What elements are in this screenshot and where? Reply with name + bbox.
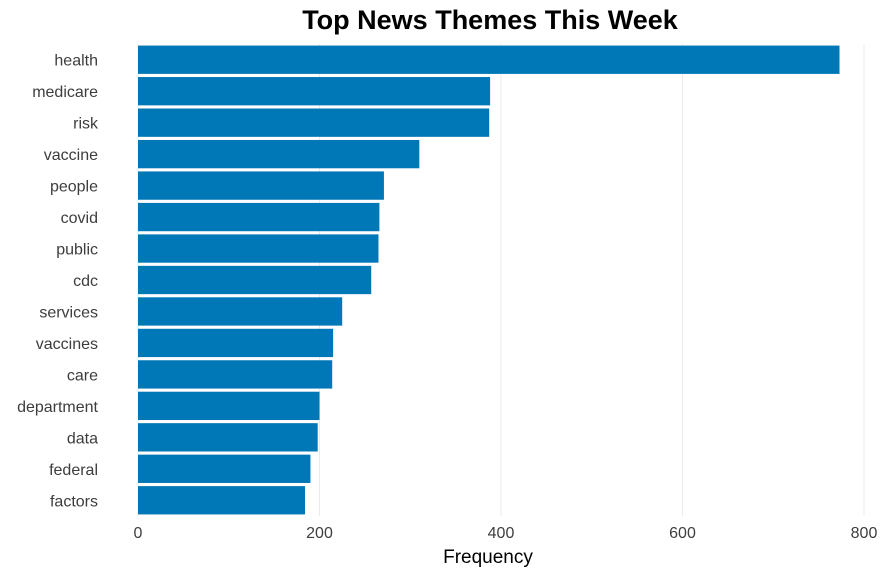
x-tick-label: 800 <box>851 525 878 542</box>
x-tick-label: 200 <box>306 525 333 542</box>
bar-care <box>138 360 333 389</box>
bar-health <box>138 45 840 74</box>
category-label-vaccine: vaccine <box>44 147 98 164</box>
x-tick-label: 400 <box>488 525 515 542</box>
bar-factors <box>138 486 305 515</box>
category-label-data: data <box>67 430 98 447</box>
category-label-factors: factors <box>50 493 98 510</box>
category-labels: health medicare risk vaccine people covid publ… <box>17 53 99 511</box>
bar-cdc <box>138 265 372 295</box>
x-axis-title: Frequency <box>443 547 533 568</box>
category-label-people: people <box>50 179 98 196</box>
bar-vaccines <box>138 328 334 358</box>
category-label-public: public <box>56 242 98 259</box>
category-label-care: care <box>67 367 98 384</box>
x-tick-labels: 0 200 400 600 800 <box>134 525 878 542</box>
category-label-federal: federal <box>49 462 98 479</box>
x-tick-label: 0 <box>134 525 143 542</box>
bar-services <box>138 297 343 326</box>
bar-vaccine <box>138 139 420 169</box>
category-label-health: health <box>54 53 98 70</box>
category-label-vaccines: vaccines <box>36 336 98 353</box>
bar-people <box>138 171 384 200</box>
bar-data <box>138 423 318 452</box>
bars <box>138 45 840 515</box>
category-label-risk: risk <box>73 116 99 133</box>
bar-federal <box>138 454 311 483</box>
bar-medicare <box>138 77 491 106</box>
category-label-cdc: cdc <box>73 273 98 290</box>
category-label-department: department <box>17 399 98 416</box>
bar-covid <box>138 202 380 232</box>
bar-risk <box>138 108 490 137</box>
category-label-covid: covid <box>61 210 98 227</box>
chart-title: Top News Themes This Week <box>302 5 679 35</box>
category-label-medicare: medicare <box>32 84 98 101</box>
x-tick-label: 600 <box>669 525 696 542</box>
category-label-services: services <box>39 304 98 321</box>
bar-public <box>138 234 379 263</box>
bar-department <box>138 391 320 421</box>
